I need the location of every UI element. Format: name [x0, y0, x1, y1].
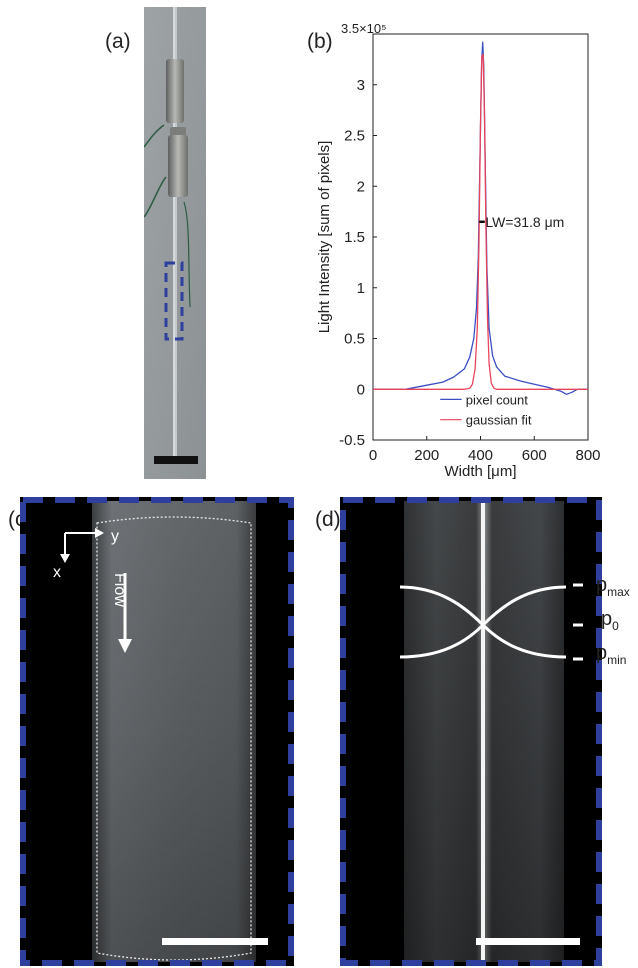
- series-line-gaussian-fit: [373, 53, 588, 390]
- piezo-element-upper: [166, 59, 184, 123]
- label-p-max: pmax: [596, 574, 630, 599]
- x-tick-label: 800: [575, 447, 600, 464]
- x-tick-label: 600: [522, 447, 547, 464]
- dashed-frame-c: [20, 497, 294, 966]
- panel-label-d: (d): [315, 508, 341, 531]
- y-tick-label: 3: [357, 77, 365, 94]
- lw-annotation: LW=31.8 μm: [485, 214, 564, 230]
- y-tick-label: 2.5: [344, 128, 365, 145]
- wire: [144, 124, 165, 148]
- panel-d-image: [340, 497, 602, 966]
- axis-y-label: y: [111, 528, 119, 545]
- x-tick-label: 400: [468, 447, 493, 464]
- axes-indicator: [60, 528, 104, 563]
- capillary-tube: [173, 7, 177, 462]
- piezo-element-lower: [168, 135, 188, 197]
- legend: pixel count gaussian fit: [440, 392, 532, 428]
- panel-label-a: (a): [105, 30, 131, 53]
- panel-c-image: y x Flow: [20, 497, 294, 966]
- flow-arrow: [118, 573, 132, 653]
- y-tick-label: 1.5: [344, 229, 365, 246]
- scale-bar-d: [476, 938, 580, 945]
- panel-a-photo: [144, 7, 206, 479]
- scale-bar-c: [162, 938, 268, 945]
- y-tick-label: 1: [357, 280, 365, 297]
- label-p-min: pmin: [596, 642, 627, 667]
- y-tick-label: -0.5: [339, 432, 365, 449]
- wire: [144, 176, 167, 218]
- pressure-curve-2: [399, 585, 567, 659]
- x-tick-label: 0: [369, 447, 377, 464]
- panel-label-b: (b): [307, 30, 333, 53]
- x-tick-label: 200: [414, 447, 439, 464]
- y-scale-note: 3.5×10⁵: [341, 21, 387, 36]
- focused-particle-line: [481, 501, 485, 962]
- channel-outline: [96, 516, 252, 961]
- y-tick-label: 0.5: [344, 331, 365, 348]
- legend-label-pixel-count: pixel count: [466, 392, 529, 407]
- y-tick-label: 2: [357, 178, 365, 195]
- roi-dashed-box: [164, 261, 184, 341]
- label-p-0: p0: [601, 608, 619, 633]
- y-axis-label: Light Intensity [sum of pixels]: [316, 141, 333, 334]
- wire: [183, 201, 191, 308]
- panel-b-chart: -0.500.511.522.53 0 200 400 600 800 3.5×10⁵ …: [316, 21, 601, 480]
- legend-label-gaussian-fit: gaussian fit: [466, 413, 532, 428]
- axis-x-label: x: [53, 564, 61, 581]
- scale-bar-a: [154, 456, 198, 464]
- x-axis-label: Width [μm]: [445, 463, 517, 480]
- dashed-frame-d: [340, 497, 602, 966]
- y-tick-label: 0: [357, 381, 365, 398]
